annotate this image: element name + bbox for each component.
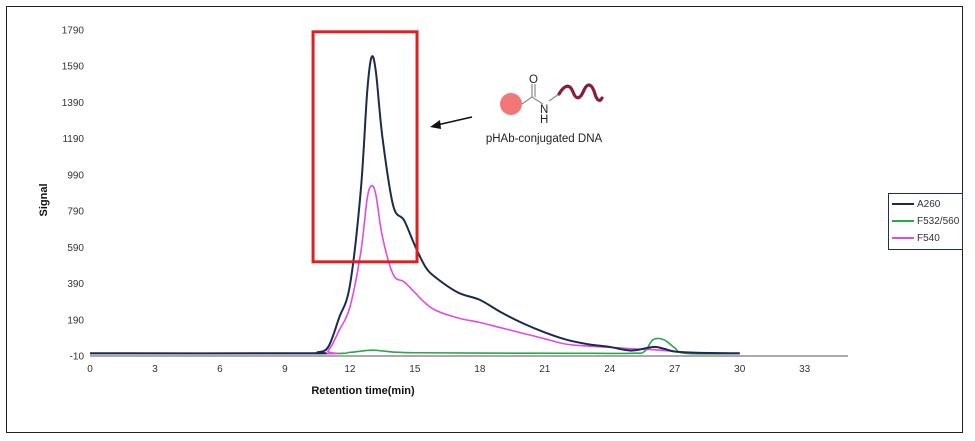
annotation-label: pHAb-conjugated DNA [486,133,603,145]
atom-label-o: O [529,74,538,86]
x-tick-label: 30 [734,364,746,375]
y-axis-title: Signal [38,183,50,216]
legend-swatch [892,203,914,205]
x-tick-label: 24 [604,364,616,375]
y-tick-label: 790 [67,207,84,218]
y-tick-label: 1590 [62,62,85,73]
y-tick-label: 590 [67,243,84,254]
x-tick-label: 18 [474,364,486,375]
x-axis-ticks: 0 3 6 9 12 15 18 21 24 27 30 33 [87,364,810,375]
dna-strand-icon [557,83,604,102]
atom-label-h: H [540,114,548,126]
x-tick-label: 27 [669,364,681,375]
legend-swatch [892,220,914,222]
x-tick-label: 0 [87,364,93,375]
y-tick-label: -10 [70,352,85,363]
arrow-icon [430,116,473,129]
chart-frame [6,6,963,433]
legend-label: A260 [917,198,941,210]
legend-swatch [892,237,914,239]
y-tick-label: 1790 [62,26,85,37]
x-tick-label: 9 [282,364,288,375]
y-tick-label: 1390 [62,98,85,109]
legend-item-a260: A260 [892,197,940,211]
y-tick-label: 1190 [62,134,84,145]
x-tick-label: 3 [152,364,158,375]
x-tick-label: 12 [344,364,356,375]
x-tick-label: 33 [799,364,811,375]
x-tick-label: 6 [217,364,223,375]
y-tick-label: 190 [67,315,84,326]
highlight-box [311,30,419,264]
legend-label: F540 [917,232,940,244]
chart-legend: A260 F532/560 F540 [888,193,963,250]
legend-label: F532/560 [917,215,960,227]
legend-item-f540: F540 [892,231,940,245]
legend-item-f532-560: F532/560 [892,214,959,228]
series-lines [89,55,740,355]
dye-circle-icon [500,93,522,115]
series-line-a260 [89,55,740,355]
molecule-structure-icon: O N H [500,74,604,126]
x-axis-title: Retention time(min) [311,385,415,397]
y-tick-label: 390 [67,279,84,290]
y-tick-label: 990 [67,170,84,181]
series-line-f540 [89,184,740,355]
atom-label-n: N [540,104,548,116]
series-line-f532-560 [89,337,740,355]
x-tick-label: 21 [539,364,551,375]
x-tick-label: 15 [409,364,421,375]
y-axis-ticks: -10 190 390 590 790 990 1190 1390 1590 1790 [62,26,85,363]
